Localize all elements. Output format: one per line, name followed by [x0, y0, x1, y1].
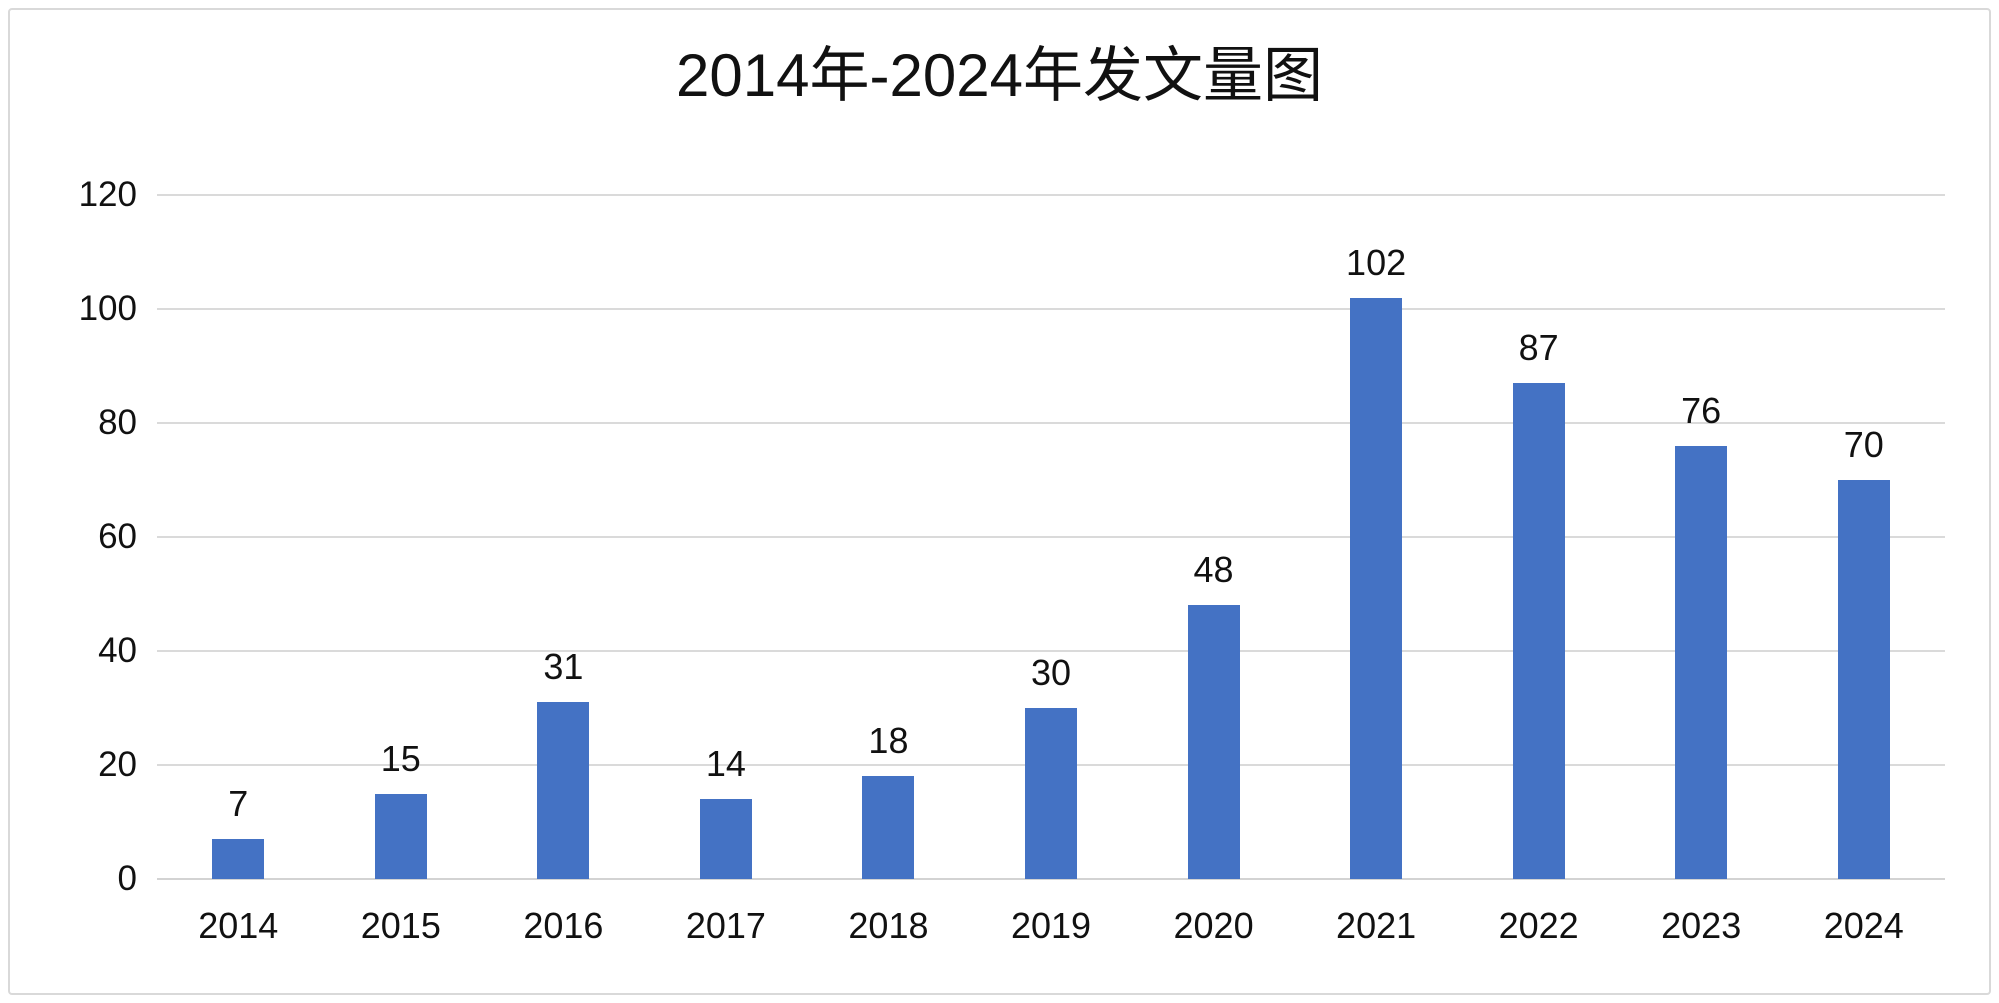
- bar-value-label-2019: 30: [1030, 652, 1072, 693]
- bar-column-2018: 18: [807, 195, 970, 879]
- chart-frame: 2014年-2024年发文量图 0 20 40 60 80 100 120 7 15 31 14 1…: [8, 8, 1991, 995]
- x-tick-label-2022: 2022: [1498, 905, 1579, 946]
- gridline-0: [157, 878, 1945, 880]
- bar-column-2015: 15: [320, 195, 483, 879]
- gridline-100: [157, 307, 1945, 310]
- bar-column-2014: 7: [157, 195, 320, 879]
- bar-2015: [374, 793, 427, 879]
- bar-column-2019: 30: [970, 195, 1133, 879]
- bar-value-label-2017: 14: [705, 743, 746, 785]
- bar-value-label-2021: 102: [1346, 241, 1407, 283]
- x-tick-label-2024: 2024: [1823, 905, 1904, 946]
- y-tick-label-100: 100: [78, 289, 137, 328]
- bar-2023: [1675, 445, 1728, 879]
- bar-2017: [699, 799, 752, 879]
- x-tick-label-2023: 2023: [1661, 905, 1742, 946]
- bar-2014: [212, 839, 265, 879]
- y-tick-label-20: 20: [98, 745, 137, 784]
- bars-layer: 7 15 31 14 18 30 48 102 87 76 70: [157, 195, 1945, 879]
- bar-value-label-2022: 87: [1518, 327, 1559, 369]
- bar-value-label-2023: 76: [1681, 389, 1722, 431]
- chart-title: 2014年-2024年发文量图: [676, 42, 1323, 109]
- bar-column-2022: 87: [1457, 195, 1620, 879]
- plot-area: 0 20 40 60 80 100 120 7 15 31 14 18 30 48 102 87 76 70: [79, 175, 1945, 898]
- x-tick-label-2014: 2014: [198, 905, 279, 946]
- bar-column-2016: 31: [482, 195, 645, 879]
- y-tick-label-120: 120: [78, 175, 137, 214]
- bar-column-2017: 14: [645, 195, 808, 879]
- gridline-120: [157, 194, 1945, 196]
- bar-2021: [1350, 297, 1403, 879]
- bar-2024: [1837, 480, 1890, 879]
- x-tick-label-2017: 2017: [685, 905, 766, 946]
- bar-value-label-2015: 15: [380, 737, 421, 779]
- bar-2019: [1025, 708, 1077, 879]
- bar-value-label-2014: 7: [228, 783, 249, 825]
- bar-2016: [537, 702, 590, 879]
- y-tick-label-80: 80: [98, 403, 137, 442]
- bar-value-label-2016: 31: [543, 646, 584, 688]
- bar-2020: [1187, 605, 1240, 879]
- y-tick-label-0: 0: [117, 859, 137, 898]
- gridline-80: [157, 421, 1945, 424]
- x-tick-label-2021: 2021: [1336, 905, 1417, 946]
- x-tick-label-2015: 2015: [360, 905, 441, 946]
- x-tick-label-2016: 2016: [523, 905, 604, 946]
- x-axis-tick-labels: 2014 2015 2016 2017 2018 2019 2020 2021 2022 2023…: [157, 905, 1945, 947]
- x-tick-label-2018: 2018: [848, 905, 929, 946]
- gridline-60: [157, 536, 1945, 538]
- bar-column-2021: 102: [1295, 195, 1458, 879]
- bar-value-label-2024: 70: [1843, 424, 1884, 465]
- bar-column-2024: 70: [1782, 195, 1945, 879]
- bar-column-2023: 76: [1620, 195, 1783, 879]
- bar-value-label-2020: 48: [1193, 549, 1234, 591]
- y-tick-label-40: 40: [98, 631, 137, 670]
- x-tick-label-2020: 2020: [1173, 905, 1254, 946]
- y-tick-label-60: 60: [98, 517, 137, 556]
- x-tick-label-2019: 2019: [1010, 905, 1092, 946]
- bar-column-2020: 48: [1132, 195, 1295, 879]
- gridline-40: [157, 649, 1945, 652]
- bar-value-label-2018: 18: [868, 720, 909, 762]
- bar-2018: [862, 776, 915, 879]
- bar-2022: [1512, 383, 1565, 879]
